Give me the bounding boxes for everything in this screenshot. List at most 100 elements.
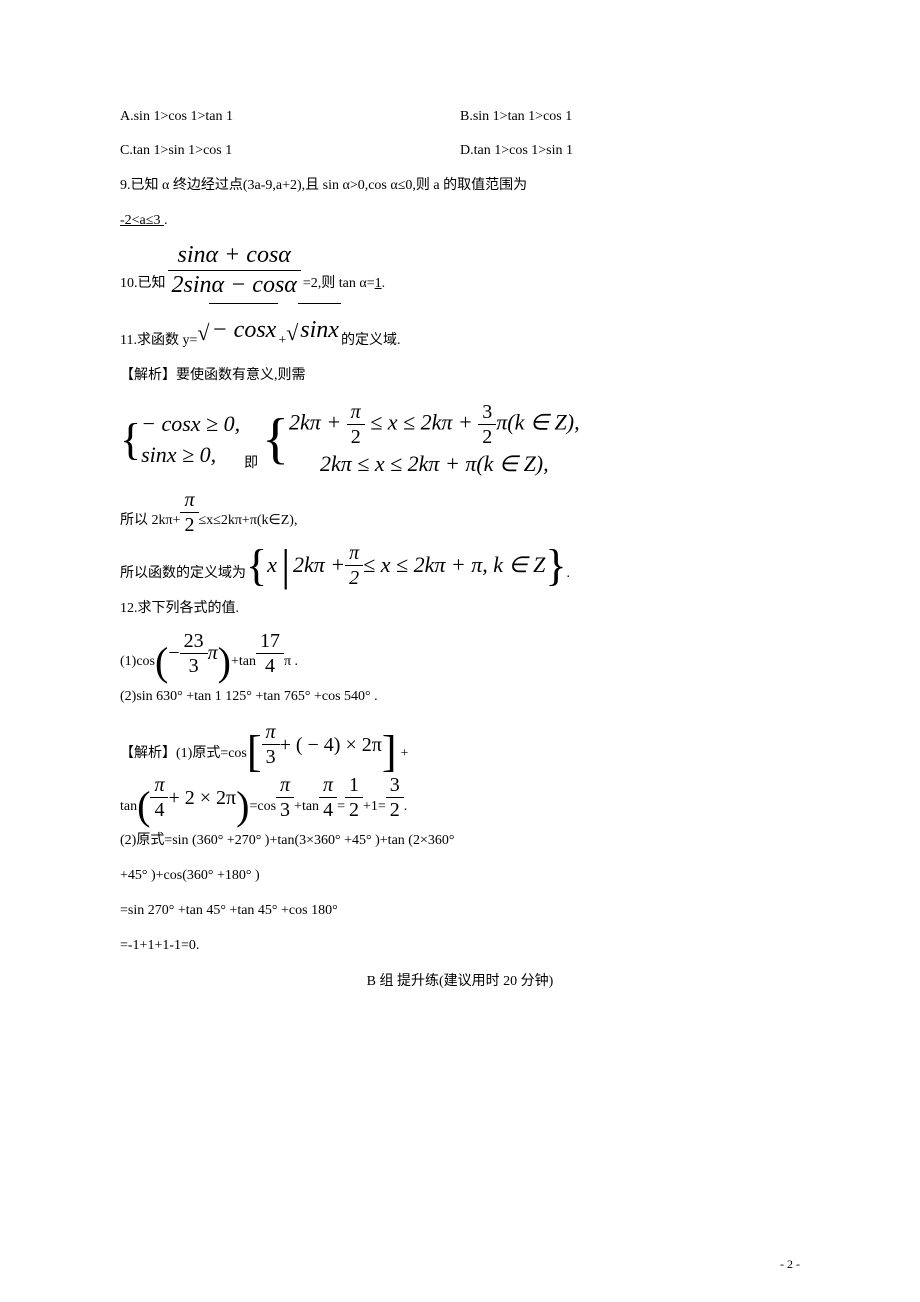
cond-r1: 2kπ + π2 ≤ x ≤ 2kπ + 32π(k ∈ Z), bbox=[289, 400, 580, 449]
inside1-a: + ( − 4) × 2π bbox=[280, 723, 382, 767]
n4: 4 bbox=[150, 798, 168, 822]
sqrt2: √ sinx bbox=[286, 303, 341, 357]
choice-a: A.sin 1>cos 1>tan 1 bbox=[120, 100, 460, 134]
eq1: = bbox=[337, 792, 345, 823]
sqrt2-body: sinx bbox=[298, 303, 341, 357]
plus-tan: +tan bbox=[231, 647, 256, 678]
n3b: 3 bbox=[386, 773, 404, 798]
sol-inside2: π4 + 2 × 2π bbox=[150, 773, 236, 822]
neg: − bbox=[168, 631, 179, 675]
divider-icon: | bbox=[279, 548, 291, 583]
so2: 所以函数的定义域为 { x | 2kπ + π2 ≤ x ≤ 2kπ + π, … bbox=[120, 541, 800, 590]
q11-prefix: 11.求函数 y= bbox=[120, 326, 197, 357]
choice-b: B.sin 1>tan 1>cos 1 bbox=[460, 100, 800, 134]
brace-icon: { bbox=[246, 548, 267, 583]
paren-icon: ) bbox=[236, 790, 249, 822]
set-body: x | 2kπ + π2 ≤ x ≤ 2kπ + π, k ∈ Z bbox=[267, 541, 545, 590]
cond-ji: 即 bbox=[244, 449, 258, 480]
r1b: ≤ x ≤ 2kπ + bbox=[365, 410, 479, 435]
sol1-l1: 【解析】(1)原式=cos [ π3 + ( − 4) × 2π ] + bbox=[120, 720, 800, 769]
pi: π bbox=[276, 773, 294, 798]
two: 2 bbox=[478, 425, 496, 449]
cond-system: { − cosx ≥ 0, sinx ≥ 0, 即 { 2kπ + π2 ≤ x… bbox=[120, 400, 800, 480]
pi: π bbox=[208, 631, 218, 675]
q9-answer: -2<a≤3 bbox=[120, 213, 164, 228]
choice-d: D.tan 1>cos 1>sin 1 bbox=[460, 134, 800, 168]
pi: π bbox=[262, 720, 280, 745]
choice-row: A.sin 1>cos 1>tan 1 B.sin 1>tan 1>cos 1 … bbox=[120, 100, 800, 167]
two: 2 bbox=[347, 425, 365, 449]
frac-pi-4: π4 bbox=[150, 773, 168, 822]
q12-2: (2)sin 630° +tan 1 125° +tan 765° +cos 5… bbox=[120, 682, 800, 713]
n4: 4 bbox=[256, 654, 284, 678]
sol-inside1: π3 + ( − 4) × 2π bbox=[262, 720, 382, 769]
sqrt-icon: √ bbox=[197, 309, 209, 357]
q9-answer-line: -2<a≤3 . bbox=[120, 206, 800, 237]
n17: 17 bbox=[256, 629, 284, 654]
sqrt1: √ − cosx bbox=[197, 303, 278, 357]
n3: 3 bbox=[180, 654, 208, 678]
frac-pi2-b: π 2 bbox=[180, 488, 198, 537]
inside2: + 2 × 2π bbox=[168, 776, 236, 820]
frac-3-2: 32 bbox=[478, 400, 496, 449]
cond-right: { 2kπ + π2 ≤ x ≤ 2kπ + 32π(k ∈ Z), 2kπ ≤… bbox=[262, 400, 579, 480]
so1-suffix: ≤x≤2kπ+π(k∈Z), bbox=[199, 506, 298, 537]
n2: 2 bbox=[386, 798, 404, 822]
cond-left: { − cosx ≥ 0, sinx ≥ 0, bbox=[120, 409, 240, 471]
q10-frac: sinα + cosα 2sinα − cosα bbox=[168, 241, 301, 300]
q12: 12.求下列各式的值. bbox=[120, 594, 800, 625]
r1c: π(k ∈ Z), bbox=[496, 410, 579, 435]
pi: π bbox=[150, 773, 168, 798]
sol-period: . bbox=[404, 792, 408, 823]
q11: 11.求函数 y= √ − cosx + √ sinx 的定义域. bbox=[120, 303, 800, 357]
pi: π bbox=[180, 488, 198, 513]
frac-pi-3b: π3 bbox=[276, 773, 294, 822]
q9: 9.已知 α 终边经过点(3a-9,a+2),且 sin α>0,cos α≤0… bbox=[120, 171, 800, 202]
bracket-icon: ] bbox=[382, 734, 397, 769]
q10-den: 2sinα − cosα bbox=[168, 271, 301, 300]
two: 2 bbox=[345, 566, 363, 590]
sol-label: 【解析】(1)原式=cos bbox=[120, 739, 247, 770]
set-braces: { x | 2kπ + π2 ≤ x ≤ 2kπ + π, k ∈ Z } bbox=[246, 541, 567, 590]
q11-plus: + bbox=[278, 326, 286, 357]
q10-period: . bbox=[382, 269, 386, 300]
sol2-l1: (2)原式=sin (360° +270° )+tan(3×360° +45° … bbox=[120, 826, 800, 857]
paren-icon: ) bbox=[218, 646, 231, 678]
so2-prefix: 所以函数的定义域为 bbox=[120, 559, 246, 590]
frac-pi-3: π3 bbox=[262, 720, 280, 769]
frac-17-4: 174 bbox=[256, 629, 284, 678]
sol2-l4: =-1+1+1-1=0. bbox=[120, 931, 800, 962]
n3: 3 bbox=[276, 798, 294, 822]
n3: 3 bbox=[262, 745, 280, 769]
q9-text: 9.已知 α 终边经过点(3a-9,a+2),且 sin α>0,cos α≤0… bbox=[120, 178, 527, 193]
so1-prefix: 所以 2kπ+ bbox=[120, 506, 180, 537]
n4: 4 bbox=[319, 798, 337, 822]
q12-1: (1)cos ( − 233 π ) +tan 174 π . bbox=[120, 629, 800, 678]
q9-period: . bbox=[164, 213, 168, 228]
q10: 10.已知 sinα + cosα 2sinα − cosα =2,则 tan … bbox=[120, 241, 800, 300]
frac-pi-4b: π4 bbox=[319, 773, 337, 822]
cond-row1: − cosx ≥ 0, bbox=[141, 409, 240, 440]
set-x: x bbox=[267, 550, 277, 581]
brace-icon: { bbox=[120, 422, 141, 457]
cond-right-content: 2kπ + π2 ≤ x ≤ 2kπ + 32π(k ∈ Z), 2kπ ≤ x… bbox=[289, 400, 580, 480]
cond-left-content: − cosx ≥ 0, sinx ≥ 0, bbox=[141, 409, 240, 471]
q12-1-label: (1)cos bbox=[120, 647, 155, 678]
frac-pi2-a: π2 bbox=[347, 400, 365, 449]
plus-tan2: +tan bbox=[294, 792, 319, 823]
group-b-heading: B 组 提升练(建议用时 20 分钟) bbox=[120, 970, 800, 990]
r1a: 2kπ + bbox=[289, 410, 347, 435]
n2: 2 bbox=[345, 798, 363, 822]
bracket-icon: [ bbox=[247, 734, 262, 769]
page: A.sin 1>cos 1>tan 1 B.sin 1>tan 1>cos 1 … bbox=[0, 0, 920, 1302]
so1: 所以 2kπ+ π 2 ≤x≤2kπ+π(k∈Z), bbox=[120, 488, 800, 537]
pi: π bbox=[319, 773, 337, 798]
set-c: ≤ x ≤ 2kπ + π, k ∈ Z bbox=[363, 550, 545, 581]
q10-num: sinα + cosα bbox=[168, 241, 301, 271]
cond-row2: sinx ≥ 0, bbox=[141, 440, 240, 471]
eq-cos: =cos bbox=[249, 792, 276, 823]
two: 2 bbox=[180, 513, 198, 537]
set-b: 2kπ + bbox=[293, 550, 345, 581]
q11-suffix: 的定义域. bbox=[341, 326, 401, 357]
sol2-l3: =sin 270° +tan 45° +tan 45° +cos 180° bbox=[120, 896, 800, 927]
